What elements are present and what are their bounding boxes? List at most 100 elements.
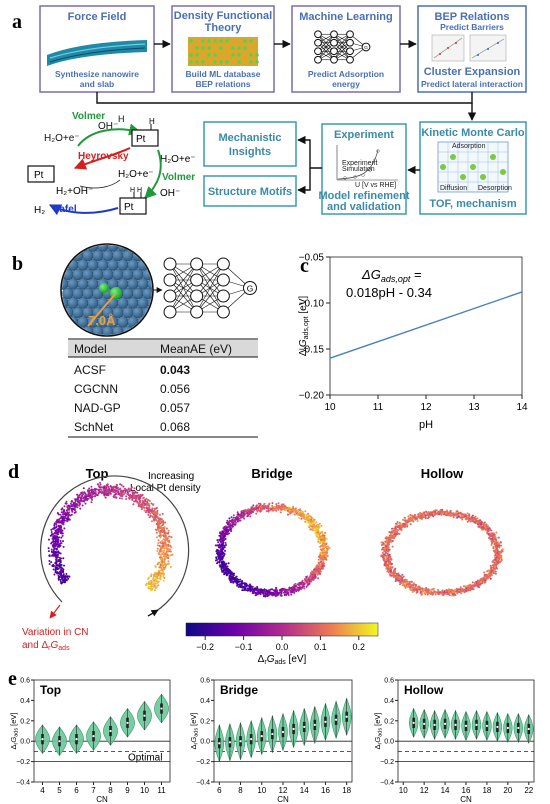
panel-label-e: e	[8, 668, 17, 690]
violin-xlabel: CN	[96, 795, 108, 804]
violin-xtick-label: 18	[342, 786, 351, 795]
nn-node	[314, 47, 322, 56]
structure-motifs-label: Structure Motifs	[208, 186, 292, 198]
experiment-plot-image: Experiment Simulation U [V vs RHE]	[336, 145, 398, 189]
violin-xtick-label: 10	[257, 786, 266, 795]
nn-node	[346, 47, 354, 56]
annotation-variation: Variation in CN	[22, 627, 89, 638]
scatter-title-bridge: Bridge	[251, 466, 292, 481]
violin-ytick-label: −0.4	[196, 780, 210, 787]
force-field-caption-2: and slab	[80, 79, 114, 89]
kmc-lattice-image: Adsorption Diffusion Desorption	[437, 141, 512, 193]
nn-output-label: G	[247, 283, 254, 293]
nanowire-image	[47, 40, 147, 66]
neural-network-b: G	[163, 257, 257, 319]
violin-ytick-label: −0.2	[380, 759, 394, 766]
violin-title-hollow: Hollow	[404, 683, 444, 697]
violin-xtick-label: 11	[157, 786, 166, 795]
chart-c-annotation-2: 0.018pH - 0.34	[346, 285, 432, 300]
volmer-2-arrow	[144, 149, 162, 199]
violin-ylabel: ΔrGads [eV]	[9, 712, 20, 749]
h2o-e-2: H₂O+e⁻	[160, 154, 196, 165]
adsorbate-atom	[99, 283, 109, 293]
pt-box	[27, 165, 55, 183]
table-row-2-mae: 0.056	[160, 382, 190, 396]
scatter-title-hollow: Hollow	[421, 466, 464, 481]
nn-output-node	[361, 42, 371, 52]
experiment-caption-1: Model refinement	[318, 190, 409, 202]
nn-node	[163, 289, 177, 303]
colorbar-gradient	[185, 622, 379, 637]
ml-caption-2: energy	[332, 79, 360, 89]
violin-ytick-label: 0.6	[384, 678, 394, 685]
violin-ytick-label: 0.2	[20, 718, 30, 725]
violin-xtick-label: 20	[503, 786, 512, 795]
violin-xtick-label: 9	[125, 786, 130, 795]
violin-xtick-label: 12	[279, 786, 288, 795]
violin-median	[92, 735, 95, 738]
violin-median	[228, 741, 232, 744]
neural-network-icon: G	[314, 30, 371, 64]
oh-minus-1: OH⁻	[98, 121, 118, 132]
chart-c-ytick-label: −0.20	[299, 391, 325, 402]
nn-node	[216, 289, 230, 303]
box-force-field: Force Field Synthesize nanowire and slab	[39, 5, 155, 93]
violin-median	[443, 722, 447, 725]
exp-legend-simulation: Simulation	[342, 166, 375, 173]
violin-xtick-label: 8	[108, 786, 113, 795]
nn-node	[314, 30, 322, 39]
force-field-title: Force Field	[68, 11, 127, 23]
violin-xlabel: CN	[277, 795, 289, 804]
violin-xtick-label: 22	[524, 786, 533, 795]
nn-node	[314, 38, 322, 47]
ml-caption-1: Predict Adsorption	[308, 69, 384, 79]
violin-ytick-label: 0.6	[200, 678, 210, 685]
violin-median	[313, 723, 316, 726]
violin-ytick-label: −0.4	[16, 780, 30, 787]
arrow-exp-motifs	[297, 168, 311, 195]
distance-label: 7.0Å	[88, 313, 116, 328]
box-dft: Density Functional Theory Build ML datab…	[171, 5, 275, 93]
bep-subtitle: Predict Barriers	[440, 22, 504, 32]
violin-ytick-label: 0.4	[20, 698, 30, 705]
violin-median	[160, 707, 163, 710]
chart-c-xtick-label: 11	[373, 402, 384, 413]
colorbar-tick-label: 0.1	[314, 642, 327, 652]
scatter-title-top: Top	[86, 466, 109, 481]
kmc-diffusion-label: Diffusion	[440, 185, 467, 192]
violin-xtick-label: 10	[399, 786, 408, 795]
chart-c-xtick-label: 12	[420, 402, 432, 413]
violin-xtick-label: 6	[74, 786, 79, 795]
exp-legend-experiment: Experiment	[342, 160, 377, 167]
tafel-arrow	[48, 204, 119, 216]
chart-c: ΔGads,opt = 0.018pH - 0.34 pH ΔrGads,opt…	[298, 253, 528, 432]
h2-oh: H₂+OH⁻	[56, 186, 93, 197]
violin-median	[41, 738, 44, 741]
nn-node	[216, 257, 230, 271]
h-on-pt: H	[149, 117, 155, 126]
violin-xlabel: CN	[460, 795, 472, 804]
violin-median	[334, 718, 338, 721]
violin-median	[485, 724, 489, 728]
nn-node	[163, 305, 177, 319]
chart-c-annotation-1: ΔGads,opt =	[361, 267, 422, 284]
nanoparticle-image: 7.0Å	[60, 243, 154, 337]
pt-hh-label: Pt	[124, 202, 134, 213]
force-field-caption-1: Synthesize nanowire	[55, 69, 139, 79]
colorbar-tick-label: −0.2	[196, 642, 214, 652]
colorbar-label: ΔrGads [eV]	[258, 654, 307, 666]
violin-ytick-label: 0.4	[384, 698, 394, 705]
arrow-exp-mech	[297, 135, 322, 169]
nn-node	[330, 55, 338, 64]
table-row-1-model: ACSF	[74, 363, 106, 377]
heyrovsky-label: Heyrovsky	[78, 151, 129, 162]
box-experiment: Experiment Experiment Simulation U [V vs…	[318, 123, 410, 215]
dft-caption-2: BEP relations	[195, 79, 250, 89]
oh-minus-2: OH⁻	[160, 188, 180, 199]
mechanistic-line-1: Mechanistic	[219, 132, 282, 144]
violin-median	[423, 722, 426, 725]
violin-median	[109, 729, 112, 733]
nn-node	[190, 305, 204, 319]
dft-title-1: Density Functional	[174, 10, 272, 22]
nn-node	[346, 38, 354, 47]
